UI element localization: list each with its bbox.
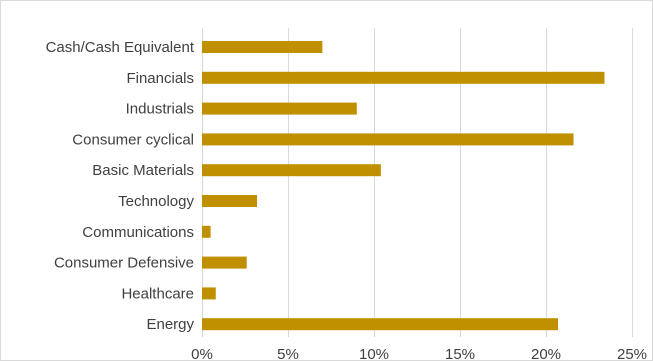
bar-healthcare <box>202 287 216 300</box>
tick-label-layer: 0% 5% 10% 15% 20% 25% <box>191 346 647 361</box>
category-label: Communications <box>82 224 194 241</box>
category-label: Technology <box>118 193 194 210</box>
category-label: Healthcare <box>121 285 194 302</box>
bar-energy <box>202 318 559 331</box>
x-tick-label: 5% <box>277 346 299 361</box>
bar-basic-materials <box>202 164 381 177</box>
x-tick-label: 15% <box>445 346 475 361</box>
bar-communications <box>202 225 211 238</box>
category-label: Financials <box>126 70 194 87</box>
bar-consumer-cyclical <box>202 133 574 146</box>
bar-consumer-defensive <box>202 256 247 269</box>
x-tick-label: 0% <box>191 346 213 361</box>
category-label: Energy <box>146 316 194 333</box>
category-label: Consumer Defensive <box>54 255 194 272</box>
category-label: Industrials <box>126 101 194 118</box>
bar-technology <box>202 195 258 207</box>
bar-cash-cash-equivalent <box>202 41 323 53</box>
bar-industrials <box>202 102 357 115</box>
x-tick-label: 10% <box>359 346 389 361</box>
category-label: Basic Materials <box>92 162 194 179</box>
x-tick-label: 20% <box>531 346 561 361</box>
category-label: Cash/Cash Equivalent <box>46 39 195 56</box>
bar-layer <box>202 41 605 331</box>
bar-financials <box>202 71 605 84</box>
category-label-layer: Cash/Cash Equivalent Financials Industrial… <box>46 39 195 333</box>
x-tick-label: 25% <box>617 346 647 361</box>
category-label: Consumer cyclical <box>72 131 194 148</box>
